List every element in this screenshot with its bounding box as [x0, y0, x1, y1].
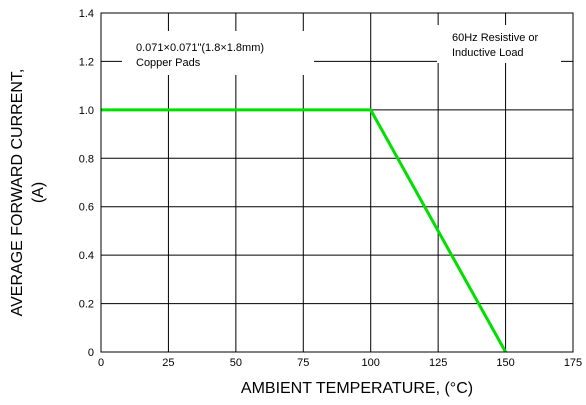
y-axis-title-line-1: AVERAGE FORWARD CURRENT,: [9, 69, 26, 317]
x-tick-label: 125: [429, 357, 447, 369]
y-tick-label: 0.4: [79, 250, 94, 262]
series: [101, 108, 507, 353]
annotation-box: [122, 31, 314, 75]
x-tick-label: 150: [496, 357, 514, 369]
y-tick-label: 0.2: [79, 299, 94, 311]
plot-frame: [100, 12, 574, 353]
y-axis-title-line-2: (A): [30, 182, 47, 203]
y-tick-label: 0: [88, 347, 94, 359]
series-line: [101, 108, 507, 353]
annotation-text: 60Hz Resistive or: [452, 32, 539, 44]
x-tick-labels: 0 25 50 75 100 125 150 175: [98, 357, 582, 369]
x-tick-label: 175: [564, 357, 582, 369]
x-tick-label: 75: [297, 357, 309, 369]
y-tick-label: 1.0: [79, 105, 94, 117]
annotation-text: Copper Pads: [136, 57, 201, 69]
y-tick-label: 0.6: [79, 202, 94, 214]
annotation-text: Inductive Load: [452, 47, 524, 59]
x-tick-label: 25: [162, 357, 174, 369]
x-tick-label: 100: [362, 357, 380, 369]
annotations: 0.071×0.071"(1.8×1.8mm) Copper Pads 60Hz R…: [122, 25, 561, 75]
x-tick-label: 0: [98, 357, 104, 369]
y-tick-label: 1.4: [79, 8, 94, 20]
annotation-box: [437, 25, 561, 63]
x-axis-title: AMBIENT TEMPERATURE, (°C): [241, 380, 473, 397]
y-tick-labels: 0 0.2 0.4 0.6 0.8 1.0 1.2 1.4: [79, 8, 94, 359]
x-tick-label: 50: [230, 357, 242, 369]
annotation-text: 0.071×0.071"(1.8×1.8mm): [136, 42, 264, 54]
y-tick-label: 0.8: [79, 153, 94, 165]
y-tick-label: 1.2: [79, 56, 94, 68]
